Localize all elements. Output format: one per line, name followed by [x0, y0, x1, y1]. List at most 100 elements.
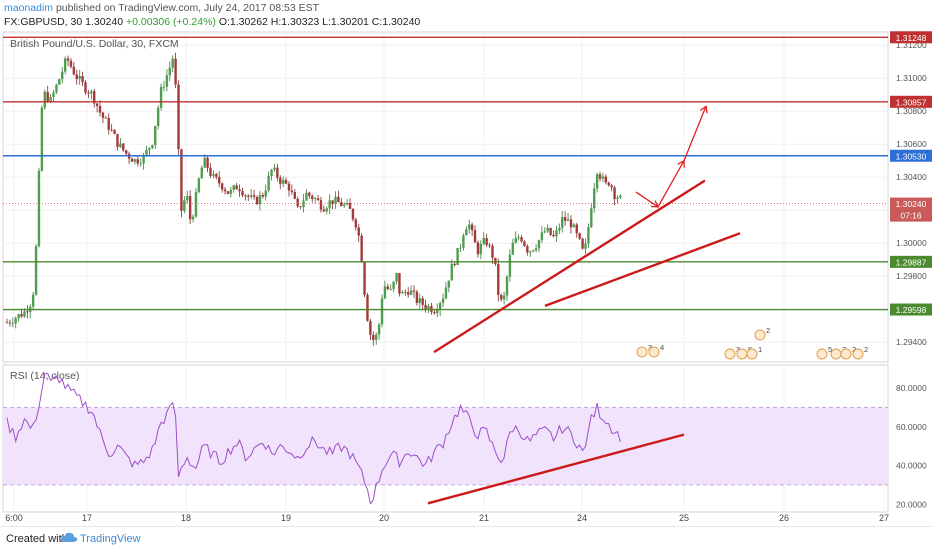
- candle-body: [360, 235, 363, 263]
- price-level-label: 1.29887: [896, 257, 927, 267]
- candle-body: [534, 248, 538, 251]
- candle-body: [20, 314, 23, 317]
- candle-body: [156, 107, 160, 127]
- candle-body: [488, 245, 491, 246]
- rsi-pane[interactable]: RSI (14, close): [3, 370, 888, 505]
- candle-body: [348, 203, 352, 209]
- candle-body: [46, 91, 49, 102]
- candle-body: [427, 305, 430, 309]
- price-tick-label: 1.29800: [896, 271, 927, 281]
- candle-body: [84, 82, 87, 93]
- event-marker[interactable]: [636, 346, 648, 358]
- candle-body: [357, 227, 360, 236]
- event-marker[interactable]: [736, 348, 748, 360]
- candle-body: [223, 189, 227, 192]
- event-marker[interactable]: [840, 348, 852, 360]
- candle-body: [377, 324, 381, 335]
- candle-body: [447, 280, 451, 288]
- candle-body: [252, 195, 256, 197]
- trend-line[interactable]: [544, 232, 741, 308]
- event-marker[interactable]: [830, 348, 842, 360]
- event-marker[interactable]: [852, 348, 864, 360]
- candle-body: [578, 233, 581, 239]
- candle-body: [601, 176, 605, 179]
- candle-body: [380, 298, 384, 325]
- projection-arrow-segment[interactable]: [683, 106, 707, 161]
- candle-body: [206, 157, 209, 168]
- price-tick-label: 1.30000: [896, 238, 927, 248]
- candle-body: [502, 295, 506, 300]
- candle-body: [331, 200, 334, 204]
- candle-body: [186, 195, 189, 201]
- projection-arrow-segment[interactable]: [657, 160, 685, 208]
- trend-line[interactable]: [433, 179, 706, 354]
- candle-body: [593, 188, 596, 209]
- candle-body: [299, 206, 302, 208]
- candle-body: [511, 242, 515, 255]
- candle-body: [23, 311, 26, 317]
- candle-body: [372, 334, 375, 340]
- chart-area[interactable]: British Pound/U.S. Dollar, 30, FXCM34236…: [0, 30, 932, 526]
- last-price: 1.30240: [85, 16, 124, 28]
- rsi-line[interactable]: [6, 372, 621, 505]
- tradingview-brand[interactable]: TradingView: [80, 533, 141, 545]
- candle-body: [284, 180, 288, 184]
- candle-body: [325, 208, 328, 212]
- candle-body: [517, 237, 520, 238]
- candle-body: [514, 237, 517, 243]
- event-marker-label: 3: [648, 343, 652, 352]
- candle-body: [188, 195, 192, 220]
- projection-arrow-segment[interactable]: [635, 191, 659, 208]
- time-tick-label: 24: [577, 513, 587, 523]
- price-level-label: 1.29598: [896, 305, 927, 315]
- candle-body: [142, 155, 145, 164]
- event-marker[interactable]: [746, 348, 758, 360]
- candle-body: [69, 60, 73, 67]
- candle-body: [145, 149, 148, 156]
- price-frame: [2, 31, 889, 363]
- candle-body: [168, 67, 171, 76]
- candle-body: [613, 187, 616, 200]
- author-link[interactable]: maonadim: [4, 2, 54, 14]
- candle-body: [529, 251, 532, 253]
- candle-body: [552, 234, 555, 237]
- candle-body: [281, 180, 285, 184]
- event-marker[interactable]: [754, 329, 766, 341]
- candle-body: [354, 219, 358, 228]
- price-pane[interactable]: British Pound/U.S. Dollar, 30, FXCM34236…: [3, 36, 888, 360]
- axes: 1.31200 1.31000 1.30800 1.30600 1.30400 1.302…: [5, 31, 932, 523]
- candle-body: [136, 159, 140, 164]
- event-marker[interactable]: [648, 346, 660, 358]
- rsi-tick-label: 60.0000: [896, 422, 927, 432]
- event-marker[interactable]: [816, 348, 828, 360]
- candle-body: [537, 240, 541, 249]
- candle-body: [584, 243, 587, 249]
- price-tick-label: 1.30400: [896, 172, 927, 182]
- candle-body: [558, 227, 561, 231]
- candle-body: [581, 238, 584, 249]
- publish-header: maonadim published on TradingView.com, J…: [0, 0, 932, 30]
- candle-body: [433, 312, 436, 314]
- candle-body: [37, 170, 41, 247]
- candle-body: [261, 194, 265, 197]
- candle-body: [450, 263, 453, 281]
- symbol-quote-line: FX:GBPUSD, 30 1.30240 +0.00306 (+0.24%) …: [4, 16, 420, 28]
- rsi-trend-line[interactable]: [427, 433, 685, 505]
- event-marker-label: 1: [758, 345, 762, 354]
- candle-body: [177, 84, 180, 150]
- candle-body: [616, 197, 619, 200]
- event-marker[interactable]: [724, 348, 736, 360]
- candle-body: [383, 286, 387, 299]
- candle-body: [200, 167, 203, 179]
- candle-body: [563, 217, 567, 221]
- event-marker-label: 4: [660, 343, 664, 352]
- price-change: +0.00306 (+0.24%): [126, 16, 216, 28]
- candle-body: [412, 290, 416, 292]
- candle-body: [116, 133, 119, 148]
- candle-body: [421, 298, 424, 305]
- price-tick-label: 1.30800: [896, 106, 927, 116]
- candle-body: [499, 294, 503, 300]
- candle-body: [72, 66, 76, 75]
- candle-body: [130, 158, 134, 162]
- price-chart-title: British Pound/U.S. Dollar, 30, FXCM: [10, 38, 179, 50]
